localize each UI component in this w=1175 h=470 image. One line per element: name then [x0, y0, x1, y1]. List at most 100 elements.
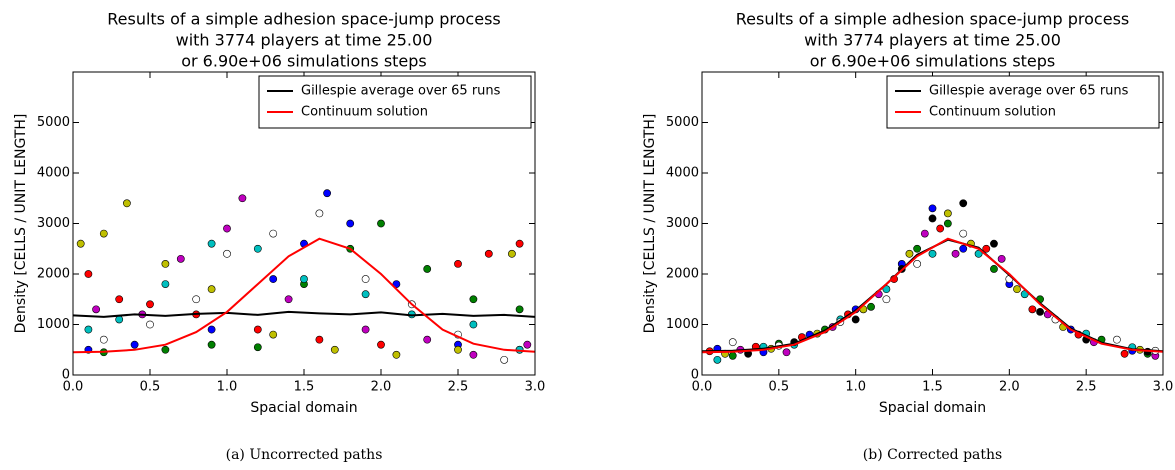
data-point [207, 285, 216, 294]
data-point [728, 351, 737, 360]
data-point [238, 194, 247, 203]
data-point [223, 249, 231, 258]
data-point [361, 275, 370, 283]
data-point [913, 259, 922, 268]
data-point [469, 320, 478, 329]
data-point [782, 348, 791, 357]
data-point [146, 300, 154, 309]
line [72, 310, 536, 318]
data-point [176, 254, 185, 263]
data-point [959, 244, 968, 253]
data-point [84, 270, 93, 278]
x-tick-label: 2.5 [448, 380, 469, 395]
data-point [392, 280, 401, 288]
data-point [959, 199, 968, 208]
data-point [1013, 285, 1021, 294]
y-axis-label: Density [CELLS / UNIT LENGTH] [13, 114, 29, 334]
line [72, 237, 536, 354]
data-point [959, 229, 968, 238]
legend-label: Gillespie average over 65 runs [301, 84, 501, 99]
legend-label: Continuum solution [929, 105, 1056, 120]
data-point [936, 224, 945, 233]
data-point [423, 335, 432, 344]
data-point [713, 355, 722, 364]
data-point [377, 340, 385, 349]
data-point [982, 244, 991, 253]
data-point [146, 320, 154, 329]
x-tick-label: 0.5 [140, 380, 161, 395]
data-point [1036, 307, 1044, 316]
x-axis-label: Spacial domain [250, 400, 357, 416]
data-point [469, 350, 478, 359]
data-point [928, 214, 937, 223]
data-point [1020, 290, 1029, 299]
data-point [315, 335, 324, 344]
data-point [92, 305, 100, 314]
data-point [300, 275, 308, 283]
data-point [346, 219, 355, 228]
data-point [851, 315, 860, 324]
data-point [123, 199, 131, 208]
data-point [207, 325, 216, 334]
data-point [161, 259, 170, 268]
y-tick-label: 2000 [666, 267, 699, 282]
data-point [253, 343, 262, 352]
data-point [920, 229, 929, 238]
data-point [84, 325, 93, 334]
data-point [99, 229, 108, 238]
x-tick-label: 1.0 [217, 380, 238, 395]
data-point [867, 302, 875, 311]
data-point [99, 335, 108, 344]
y-tick-label: 4000 [37, 166, 70, 181]
data-point [500, 355, 509, 364]
data-point [1120, 349, 1129, 358]
x-tick-label: 3.0 [1153, 380, 1174, 395]
caption: (a) Uncorrected paths [226, 447, 383, 463]
data-point [507, 249, 516, 258]
data-point [484, 249, 493, 258]
x-tick-label: 1.0 [845, 380, 866, 395]
data-point [207, 340, 216, 349]
data-point [115, 295, 124, 304]
chart-title: Results of a simple adhesion space-jump … [107, 10, 501, 29]
line [701, 237, 1164, 354]
y-axis-label: Density [CELLS / UNIT LENGTH] [642, 114, 658, 334]
data-point [392, 350, 401, 359]
y-tick-label: 0 [691, 368, 699, 383]
data-point [269, 275, 278, 283]
data-point [990, 239, 998, 248]
data-point [161, 280, 170, 288]
data-point [284, 295, 293, 304]
data-point [454, 259, 462, 268]
data-point [469, 295, 478, 304]
data-point [269, 330, 278, 339]
data-point [323, 189, 331, 198]
data-point [361, 325, 370, 334]
legend-box [258, 75, 532, 129]
data-point [943, 219, 952, 228]
chart-title: with 3774 players at time 25.00 [176, 31, 433, 50]
data-point [515, 239, 524, 248]
data-point [377, 219, 385, 228]
data-point [115, 315, 124, 324]
x-tick-label: 0.0 [692, 380, 713, 395]
chart-title: or 6.90e+06 simulations steps [181, 52, 427, 71]
data-point [928, 249, 937, 258]
data-point [943, 209, 952, 218]
x-tick-label: 1.5 [922, 380, 943, 395]
data-point [315, 209, 324, 218]
data-point [997, 254, 1006, 263]
y-tick-label: 0 [62, 368, 70, 383]
x-tick-label: 1.5 [294, 380, 315, 395]
x-tick-label: 0.5 [768, 380, 789, 395]
legend-box [886, 75, 1160, 129]
data-point [1113, 335, 1121, 344]
data-point [361, 290, 370, 299]
data-point [882, 285, 891, 294]
chart-title: or 6.90e+06 simulations steps [810, 52, 1056, 71]
data-point [882, 295, 891, 304]
data-point [515, 305, 524, 314]
data-point [423, 265, 432, 273]
data-point [728, 338, 737, 347]
legend-label: Gillespie average over 65 runs [929, 84, 1129, 99]
